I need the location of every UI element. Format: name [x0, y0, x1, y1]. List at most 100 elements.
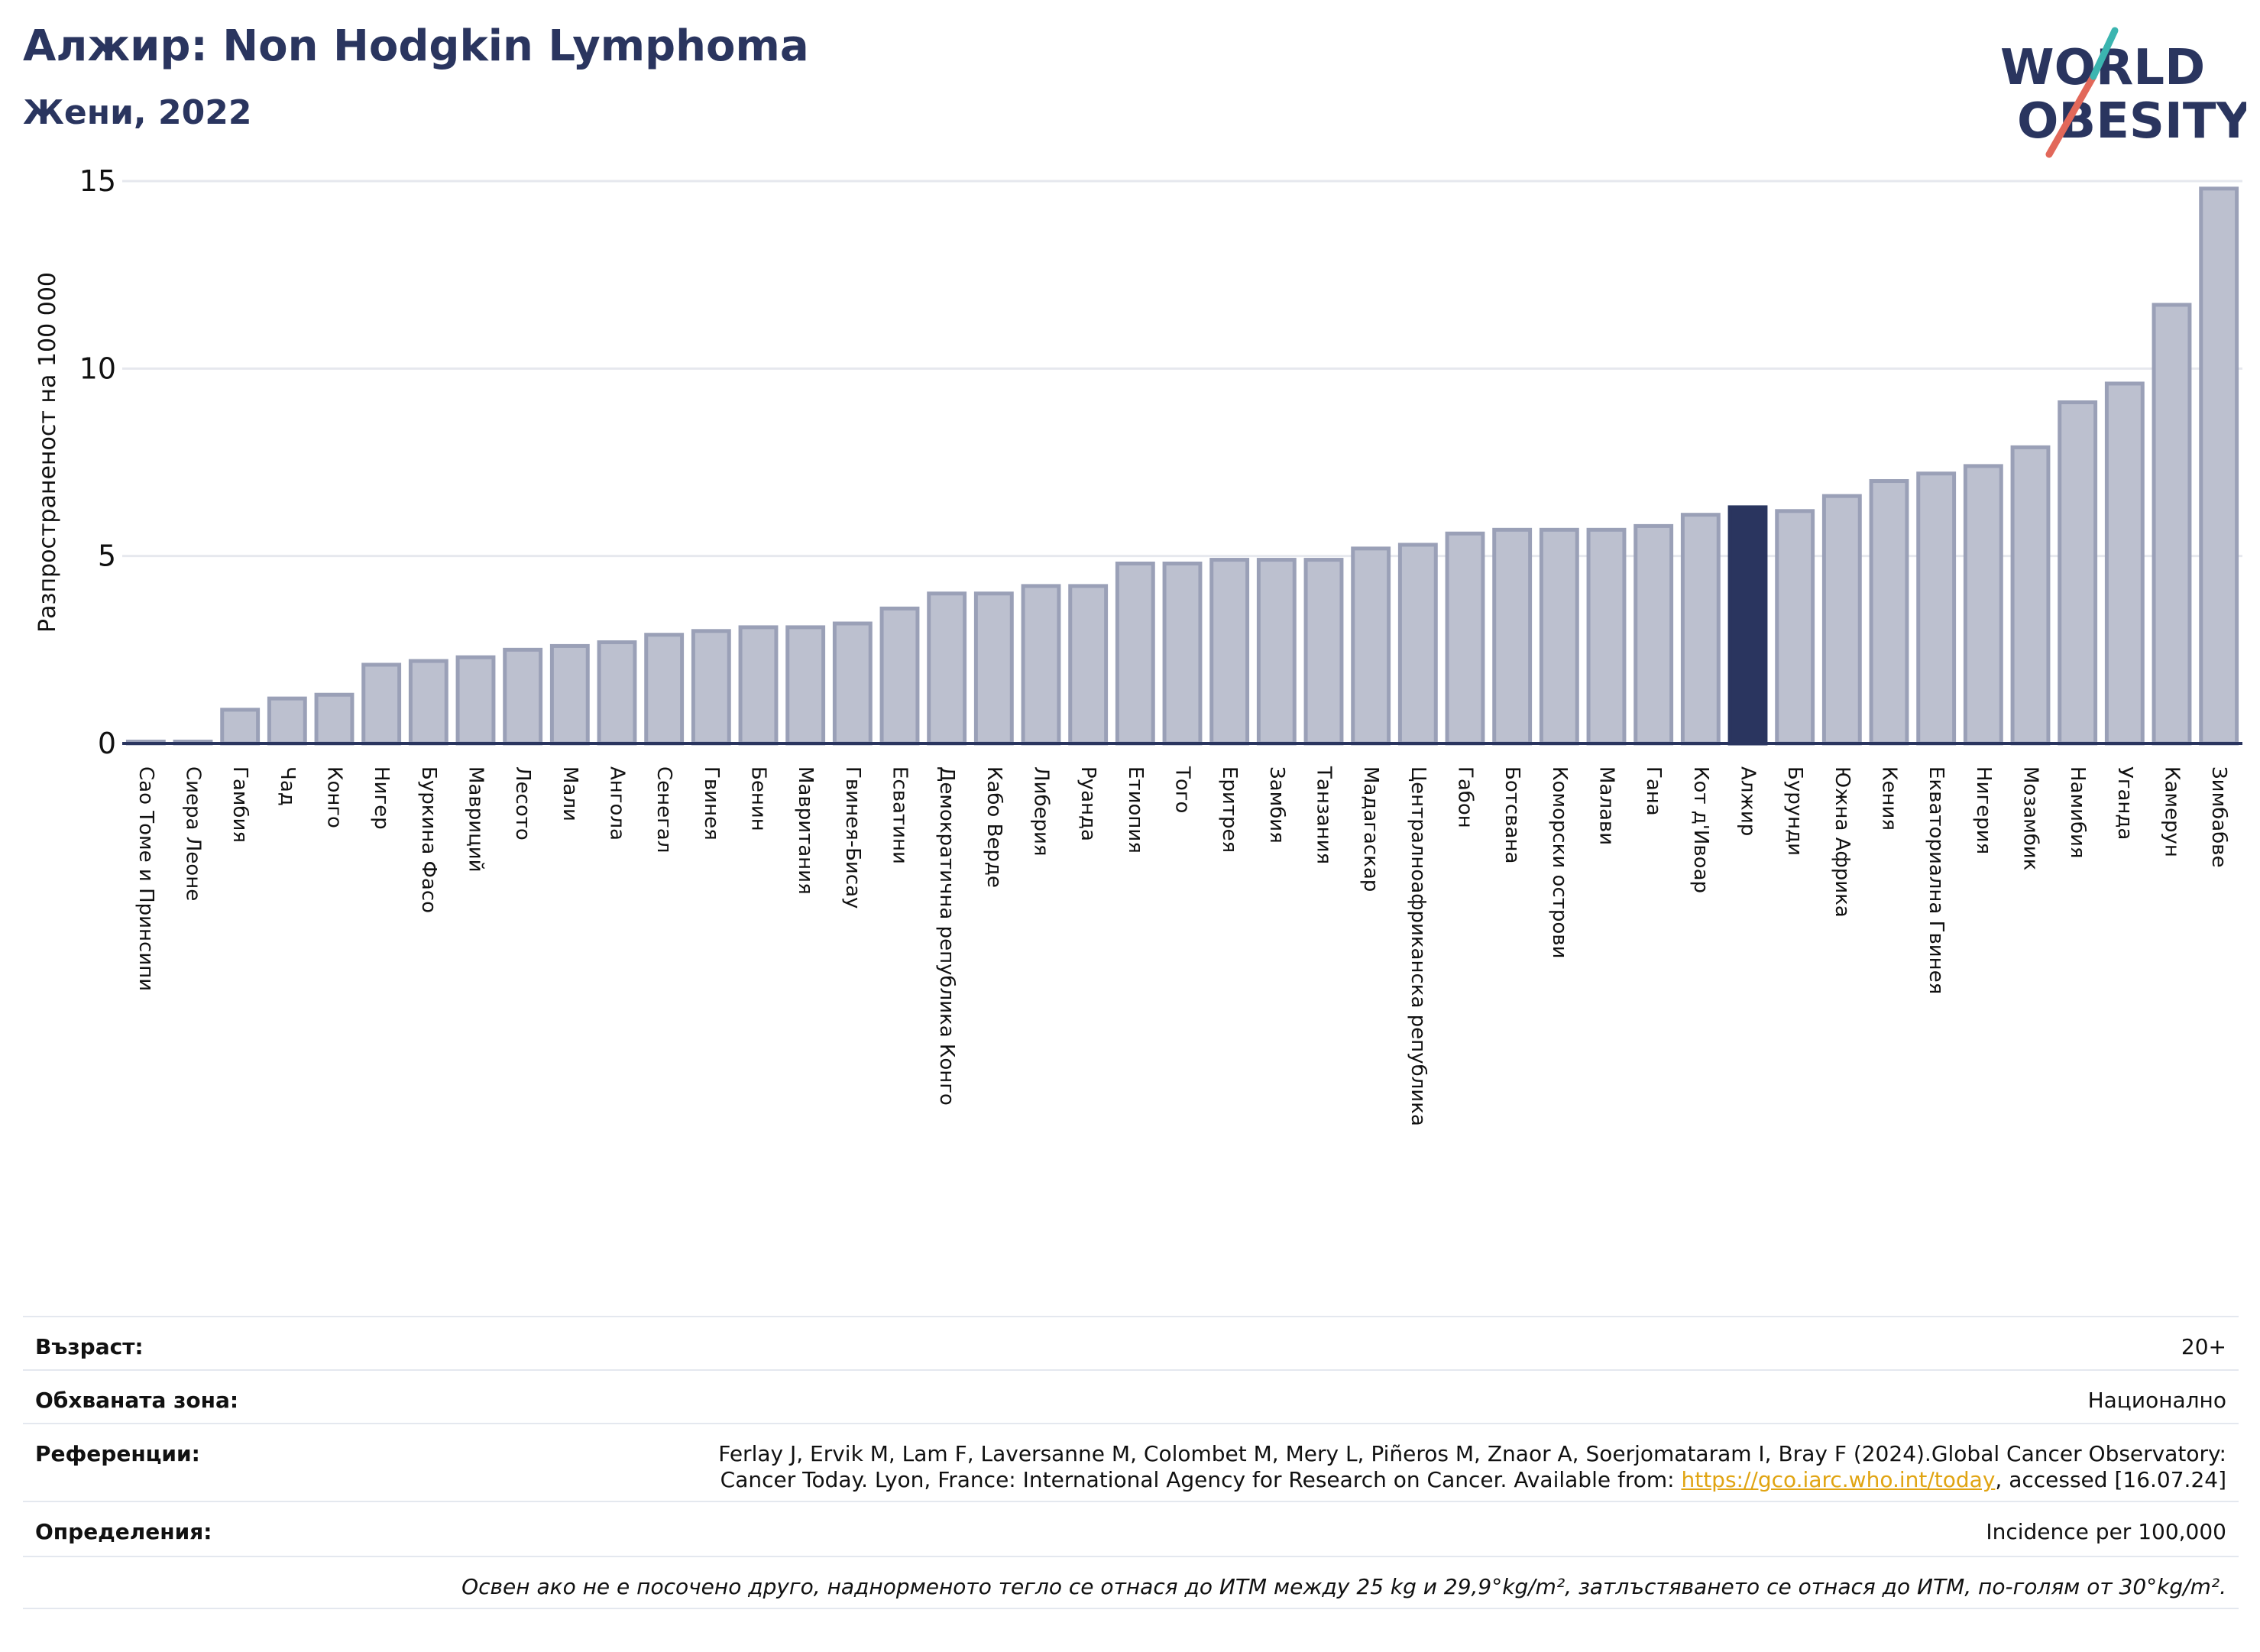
- bar: [503, 647, 543, 746]
- bar: [549, 643, 590, 746]
- references-value: Ferlay J, Ervik M, Lam F, Laversanne M, …: [718, 1424, 2226, 1493]
- page-subtitle: Жени, 2022: [23, 93, 252, 132]
- x-tick-label: Есватини: [889, 766, 911, 864]
- x-tick-label: Коморски острови: [1548, 766, 1571, 959]
- bar: [1775, 509, 1815, 746]
- x-tick-label: Уганда: [2113, 766, 2136, 840]
- x-tick-label: Нигер: [370, 766, 393, 830]
- x-tick-label: Ботсвана: [1501, 766, 1523, 863]
- bar: [785, 625, 826, 746]
- x-tick-label: Конго: [323, 766, 346, 828]
- bar: [408, 659, 448, 746]
- info-row-references: Референции: Ferlay J, Ervik M, Lam F, La…: [23, 1423, 2239, 1501]
- bar: [691, 629, 731, 746]
- x-tick-label: Алжир: [1737, 766, 1760, 836]
- bar: [644, 633, 685, 746]
- bar: [455, 655, 496, 746]
- x-tick-label: Зимбабве: [2207, 766, 2230, 868]
- bar: [1633, 523, 1674, 746]
- x-tick-label: Камерун: [2161, 766, 2184, 857]
- x-tick-label: Ангола: [606, 766, 629, 841]
- bar: [738, 625, 779, 746]
- x-tick-label: Сиера Леоне: [182, 766, 205, 901]
- y-tick-label: 15: [79, 164, 116, 198]
- bar: [2199, 186, 2239, 746]
- age-label: Възраст:: [35, 1334, 144, 1359]
- x-tick-label: Кот д'Ивоар: [1689, 766, 1712, 893]
- logo-slash-teal: [2090, 27, 2119, 80]
- x-tick-label: Бурунди: [1783, 766, 1806, 856]
- bar: [1916, 471, 1957, 746]
- info-table: Възраст: 20+ Обхваната зона: Национално …: [23, 1316, 2239, 1609]
- category-labels: Сао Томе и Принсипи Сиера Леоне Гамбия Чад К…: [134, 766, 2230, 1126]
- bar: [1586, 527, 1627, 746]
- bar: [2104, 381, 2145, 746]
- y-tick-label: 10: [79, 351, 116, 385]
- x-tick-label: Того: [1171, 766, 1194, 813]
- bar: [973, 591, 1014, 746]
- x-tick-label: Мавритания: [794, 766, 817, 895]
- x-tick-label: Гвинея-Бисау: [841, 766, 864, 909]
- x-tick-label: Замбия: [1265, 766, 1288, 844]
- info-row-note: Освен ако не е посочено друго, наднормен…: [23, 1556, 2239, 1609]
- bar: [1209, 558, 1250, 746]
- bar-chart: 0 5 10 15 Сао Томе и Принсипи Сиера Леоне Гам…: [34, 164, 2242, 1126]
- x-tick-label: Мозамбик: [2019, 766, 2042, 870]
- bar: [2152, 303, 2192, 746]
- x-tick-label: Сао Томе и Принсипи: [134, 766, 157, 991]
- x-tick-label: Чад: [276, 766, 299, 806]
- references-line2-post: , accessed [16.07.24]: [1995, 1467, 2226, 1492]
- info-row-definitions: Определения: Incidence per 100,000: [23, 1501, 2239, 1556]
- bar: [879, 606, 920, 746]
- x-tick-label: Кабо Верде: [983, 766, 1005, 888]
- bar: [832, 621, 873, 746]
- bar: [1821, 494, 1862, 746]
- x-tick-label: Гана: [1642, 766, 1665, 816]
- logo-slash-red: [2045, 73, 2097, 158]
- bar: [1869, 479, 1909, 746]
- x-tick-label: Мавриций: [465, 766, 487, 873]
- bar: [1680, 513, 1721, 746]
- x-tick-label: Демократична република Конго: [935, 766, 958, 1106]
- bar: [267, 696, 307, 746]
- age-value: 20+: [2181, 1334, 2226, 1359]
- bar: [1256, 558, 1297, 746]
- x-tick-label: Екваториална Гвинея: [1925, 766, 1948, 994]
- bar: [1115, 561, 1155, 746]
- x-tick-label: Гамбия: [228, 766, 251, 843]
- x-tick-label: Кения: [1878, 766, 1901, 831]
- references-label: Референции:: [35, 1441, 200, 1466]
- info-row-area: Обхваната зона: Национално: [23, 1369, 2239, 1423]
- x-tick-label: Гвинея: [700, 766, 723, 841]
- bar: [927, 591, 967, 746]
- x-tick-label: Мали: [559, 766, 581, 821]
- info-row-age: Възраст: 20+: [23, 1316, 2239, 1369]
- bar: [1445, 531, 1485, 746]
- world-obesity-logo: WORLD OBESITY: [2000, 27, 2246, 158]
- x-tick-label: Руанда: [1077, 766, 1099, 841]
- bar: [1068, 584, 1109, 746]
- area-value: Национално: [2087, 1388, 2226, 1413]
- bar: [2010, 445, 2051, 746]
- bar-highlight: [1727, 505, 1768, 746]
- bar: [1397, 543, 1438, 746]
- references-link[interactable]: https://gco.iarc.who.int/today: [1681, 1467, 1996, 1492]
- x-tick-label: Централноафриканска република: [1407, 766, 1429, 1126]
- bar: [1539, 527, 1579, 746]
- bar: [314, 692, 355, 746]
- references-line2-pre: Cancer Today. Lyon, France: Internationa…: [720, 1467, 1682, 1492]
- bar: [220, 708, 261, 746]
- bar: [1492, 527, 1533, 746]
- definitions-label: Определения:: [35, 1519, 212, 1544]
- bar: [2058, 400, 2098, 746]
- x-tick-label: Малави: [1595, 766, 1618, 845]
- x-tick-label: Габон: [1454, 766, 1477, 828]
- y-tick-label: 0: [98, 727, 116, 760]
- x-tick-label: Еритрея: [1218, 766, 1241, 853]
- x-tick-label: Бенин: [747, 766, 770, 831]
- bar: [1963, 464, 2003, 746]
- bar: [1162, 561, 1203, 746]
- y-axis-ticks: 0 5 10 15: [79, 164, 116, 760]
- x-tick-label: Мадагаскар: [1359, 766, 1382, 892]
- y-axis-label: Разпространеност на 100 000: [34, 272, 61, 633]
